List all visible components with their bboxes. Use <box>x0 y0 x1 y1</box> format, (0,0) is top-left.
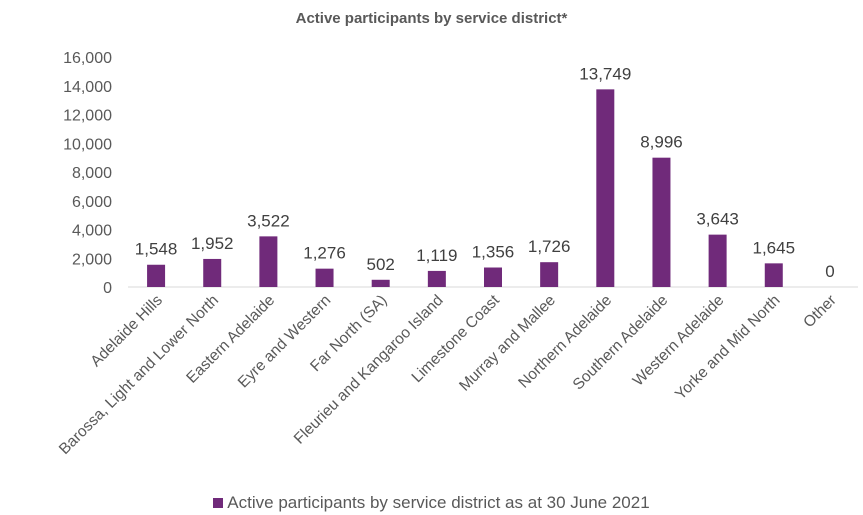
chart-title: Active participants by service district* <box>295 10 568 27</box>
bar <box>596 89 615 287</box>
y-tick-label: 8,000 <box>72 165 112 182</box>
y-tick-label: 14,000 <box>63 79 112 96</box>
category-label: Eyre and Western <box>235 292 335 392</box>
bar <box>652 157 671 287</box>
bar <box>259 236 278 287</box>
bar <box>427 270 446 287</box>
legend-swatch <box>213 498 224 508</box>
category-label: Northern Adelaide <box>515 292 615 392</box>
y-tick-label: 4,000 <box>72 223 112 240</box>
data-label: 13,749 <box>579 64 631 83</box>
category-label: Other <box>800 292 839 331</box>
data-label: 1,356 <box>472 243 515 262</box>
category-label: Yorke and Mid North <box>672 292 784 404</box>
data-label: 0 <box>825 262 834 281</box>
y-tick-label: 6,000 <box>72 194 112 211</box>
y-tick-label: 12,000 <box>63 108 112 125</box>
data-label: 1,952 <box>191 234 234 253</box>
y-tick-label: 0 <box>103 280 112 297</box>
data-label: 8,996 <box>640 133 683 152</box>
category-label: Southern Adelaide <box>570 292 672 394</box>
data-label: 1,726 <box>528 237 571 256</box>
bar <box>484 267 502 287</box>
data-label: 3,522 <box>247 211 290 230</box>
y-tick-label: 2,000 <box>72 251 112 268</box>
data-label: 1,548 <box>135 240 178 259</box>
legend: Active participants by service district … <box>0 493 863 513</box>
bar <box>203 258 222 287</box>
data-label: 1,645 <box>752 238 795 257</box>
data-label: 1,119 <box>416 246 457 265</box>
bar <box>708 234 727 287</box>
data-label: 3,643 <box>696 210 739 229</box>
data-labels: 1,548 1,952 3,522 1,276 502 1,119 1,356 1,726 13… <box>135 64 835 281</box>
data-label: 502 <box>367 255 395 274</box>
y-tick-label: 16,000 <box>63 50 112 67</box>
legend-label: Active participants by service district … <box>227 493 650 512</box>
y-axis-ticks: 0 2,000 4,000 6,000 8,000 10,000 12,000 14,000 1… <box>63 50 112 297</box>
bar <box>371 279 390 287</box>
bar <box>147 264 166 287</box>
bar <box>764 263 783 287</box>
bar <box>540 262 559 287</box>
data-label: 1,276 <box>303 244 346 263</box>
bar <box>315 268 334 287</box>
category-label: Murray and Mallee <box>456 292 559 395</box>
bar-series <box>147 89 783 287</box>
y-tick-label: 10,000 <box>63 136 112 153</box>
